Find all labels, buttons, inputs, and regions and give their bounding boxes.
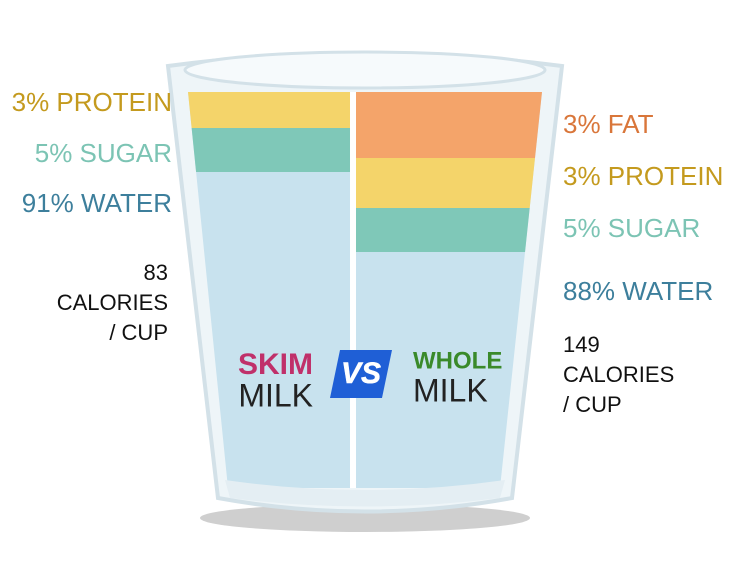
skim-calories: CALORIES (57, 290, 168, 315)
whole-calories: CALORIES (563, 362, 674, 387)
whole-title: WHOLE (413, 347, 502, 374)
whole-calories: 149 (563, 332, 600, 357)
vs-badge (330, 350, 392, 398)
skim-calories: / CUP (109, 320, 168, 345)
skim-calories: 83 (144, 260, 168, 285)
skim-protein (188, 92, 352, 128)
whole-subtitle: MILK (413, 372, 488, 408)
glass-rim (183, 50, 547, 90)
skim-title: SKIM (238, 348, 313, 381)
whole-fat (356, 92, 542, 158)
liquid (188, 92, 542, 488)
skim-protein-label: 3% PROTEIN (12, 87, 172, 117)
skim-sugar-label: 5% SUGAR (35, 138, 172, 168)
shadow (200, 504, 530, 532)
skim-subtitle: MILK (238, 377, 313, 413)
divider (350, 92, 356, 488)
whole-protein-label: 3% PROTEIN (563, 161, 723, 191)
whole-protein (356, 158, 542, 208)
whole-water-label: 88% WATER (563, 276, 713, 306)
whole-sugar-label: 5% SUGAR (563, 213, 700, 243)
glass-base (225, 480, 505, 507)
skim-water-label: 91% WATER (22, 188, 172, 218)
skim-sugar (188, 128, 352, 172)
vs-text: VS (341, 357, 381, 390)
whole-sugar (356, 208, 542, 252)
whole-fat-label: 3% FAT (563, 109, 654, 139)
whole-calories: / CUP (563, 392, 622, 417)
